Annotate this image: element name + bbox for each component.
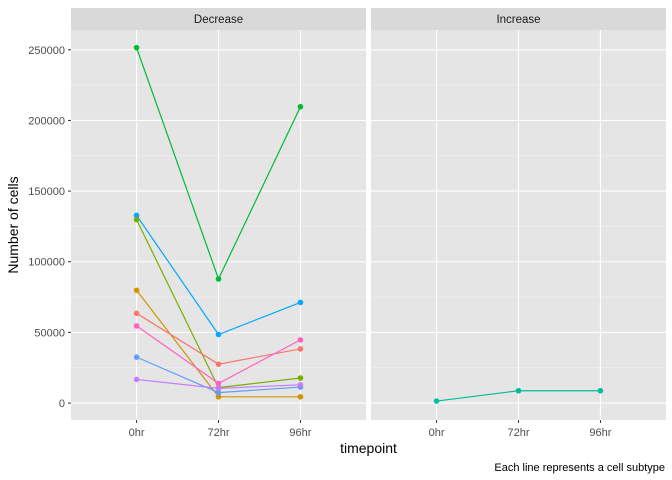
data-point [297,299,304,306]
x-tick-label: 0hr [129,427,145,439]
y-tick-label: 0 [59,398,65,410]
data-point [133,323,140,329]
y-tick-label: 250000 [28,45,65,57]
x-tick-label: 72hr [507,427,529,439]
data-point [215,380,222,387]
x-axis-title: timepoint [340,440,397,456]
gridlines-increase [371,30,666,420]
data-point [297,382,304,388]
facet-strip-increase [371,8,666,30]
data-point [433,398,440,404]
data-point [297,394,304,400]
facet-strip-decrease [71,8,366,30]
facet-panel-increase: Increase [371,8,666,420]
y-axis: 0 50000 100000 150000 200000 250000 [28,45,71,410]
data-point [133,287,140,294]
x-tick-label: 96hr [289,427,311,439]
data-point [133,216,140,223]
data-point [215,361,222,367]
y-tick-label: 200000 [28,115,65,127]
data-point [215,331,222,338]
facet-label-decrease: Decrease [194,14,243,26]
data-point [297,337,304,343]
data-point [215,276,222,282]
data-point [133,44,140,51]
data-point [133,212,140,219]
facet-panel-decrease: Decrease [71,8,366,420]
data-point [215,385,222,392]
x-tick-label: 0hr [429,427,445,439]
x-axis: 0hr 72hr 96hr 0hr 72hr 96hr [129,420,612,439]
data-point [133,310,140,317]
data-point [215,394,222,400]
y-tick-label: 100000 [28,257,65,269]
data-point [133,354,140,360]
chart-caption: Each line represents a cell subtype [494,462,665,474]
series-group-decrease [133,44,304,400]
data-point [597,387,604,394]
data-point [297,103,304,110]
y-tick-label: 150000 [28,186,65,198]
data-point [215,389,222,396]
facet-label-increase: Increase [496,14,540,26]
series-group-increase [433,387,604,404]
x-tick-label: 96hr [589,427,611,439]
data-point [297,375,304,381]
data-point [297,346,304,352]
x-tick-label: 72hr [207,427,229,439]
data-point [133,376,140,383]
data-point [515,387,522,394]
y-axis-title: Number of cells [5,176,21,273]
y-tick-label: 50000 [34,327,65,339]
